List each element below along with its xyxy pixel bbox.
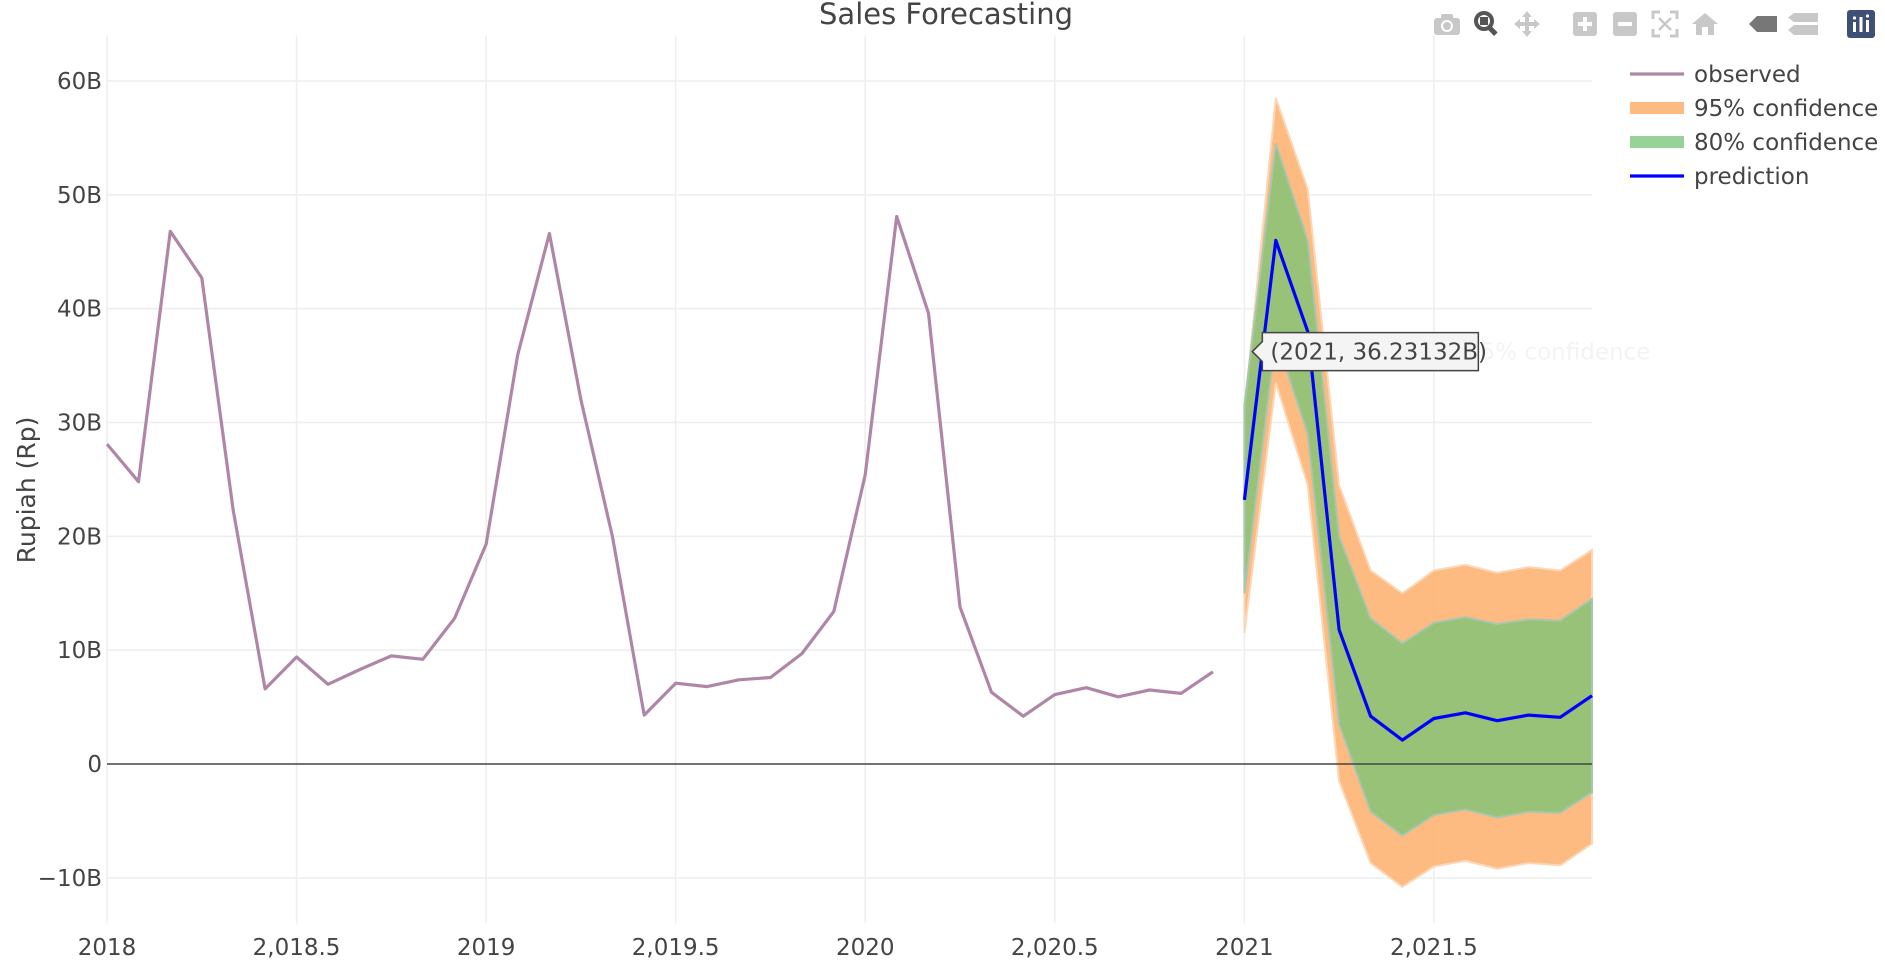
legend-swatch xyxy=(1630,136,1684,148)
series-lines xyxy=(105,214,1593,742)
y-tick-label: 50B xyxy=(57,183,102,209)
spike-lines-icon[interactable] xyxy=(1743,6,1783,42)
y-axis-label: Rupiah (Rp) xyxy=(12,417,41,564)
camera-icon[interactable] xyxy=(1427,6,1467,42)
legend-label: 95% confidence xyxy=(1694,96,1878,122)
chart-title: Sales Forecasting xyxy=(819,0,1073,31)
legend-label: observed xyxy=(1694,62,1801,88)
x-tick-labels: 2018 2,018.5 2019 2,019.5 2020 2,020.5 2021 2,0… xyxy=(78,935,1478,961)
confidence-bands xyxy=(1243,97,1593,889)
y-tick-label: 20B xyxy=(57,524,102,550)
legend-label: 80% confidence xyxy=(1694,130,1878,156)
y-tick-labels: −10B 0 10B 20B 30B 40B 50B 60B xyxy=(38,69,102,892)
modebar xyxy=(1427,6,1881,42)
legend-item[interactable]: 95% confidence xyxy=(1630,96,1878,122)
zoom-out-icon[interactable] xyxy=(1605,6,1645,42)
y-tick-label: 40B xyxy=(57,297,102,323)
y-tick-label: 60B xyxy=(57,69,102,95)
legend-item[interactable]: prediction xyxy=(1630,164,1809,190)
y-tick-label: 10B xyxy=(57,638,102,664)
compare-hover-icon[interactable] xyxy=(1783,6,1823,42)
x-tick-label: 2020 xyxy=(836,935,895,961)
legend-item[interactable]: observed xyxy=(1630,62,1801,88)
hover-series-label: 95% confidence xyxy=(1466,340,1650,366)
pan-icon[interactable] xyxy=(1507,6,1547,42)
legend-label: prediction xyxy=(1694,164,1809,190)
zoom-in-icon[interactable] xyxy=(1565,6,1605,42)
legend[interactable]: observed 95% confidence 80% confidence pred… xyxy=(1630,62,1878,190)
legend-swatch xyxy=(1630,102,1684,114)
reset-axes-icon[interactable] xyxy=(1685,6,1725,42)
plotly-logo-icon[interactable] xyxy=(1841,6,1881,42)
x-tick-label: 2018 xyxy=(78,935,137,961)
y-tick-label: −10B xyxy=(38,866,102,892)
x-tick-label: 2,018.5 xyxy=(253,935,341,961)
x-tick-label: 2021 xyxy=(1215,935,1274,961)
hover-tooltip: 95% confidence(2021, 36.23132B) xyxy=(1251,331,1650,372)
y-tick-label: 0 xyxy=(87,752,102,778)
confidence-band xyxy=(1243,143,1593,837)
x-tick-label: 2019 xyxy=(457,935,516,961)
x-tick-label: 2,019.5 xyxy=(632,935,720,961)
x-tick-label: 2,020.5 xyxy=(1011,935,1099,961)
y-tick-label: 30B xyxy=(57,411,102,437)
observed-line xyxy=(105,214,1214,718)
legend-item[interactable]: 80% confidence xyxy=(1630,130,1878,156)
prediction-line xyxy=(1242,238,1593,742)
zoom-icon[interactable] xyxy=(1467,6,1507,42)
hover-box xyxy=(1251,331,1480,372)
x-tick-label: 2,021.5 xyxy=(1390,935,1478,961)
autoscale-icon[interactable] xyxy=(1645,6,1685,42)
hover-text: (2021, 36.23132B) xyxy=(1270,340,1487,366)
